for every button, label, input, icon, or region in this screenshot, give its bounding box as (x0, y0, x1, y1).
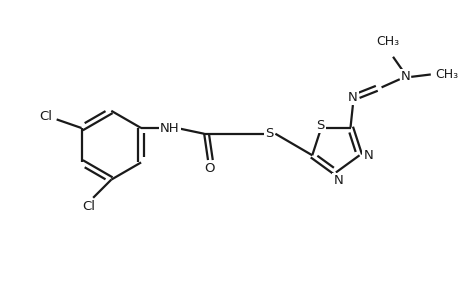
Text: S: S (315, 118, 324, 132)
Text: NH: NH (160, 122, 179, 134)
Text: O: O (204, 162, 215, 175)
Text: Cl: Cl (82, 200, 95, 213)
Text: N: N (347, 92, 357, 104)
Text: Cl: Cl (39, 110, 52, 123)
Text: N: N (400, 70, 409, 83)
Text: S: S (315, 118, 324, 132)
Text: N: N (347, 92, 357, 104)
Text: CH₃: CH₃ (435, 68, 458, 81)
Text: NH: NH (160, 122, 179, 134)
Text: N: N (333, 174, 342, 187)
Text: N: N (363, 149, 372, 162)
Text: S: S (265, 127, 273, 140)
Text: N: N (400, 70, 409, 83)
Text: Cl: Cl (82, 200, 95, 213)
Text: S: S (265, 127, 273, 140)
Text: N: N (363, 149, 372, 162)
Text: N: N (333, 174, 342, 187)
Text: CH₃: CH₃ (375, 35, 398, 48)
Text: Cl: Cl (39, 110, 52, 123)
Text: O: O (204, 162, 215, 175)
